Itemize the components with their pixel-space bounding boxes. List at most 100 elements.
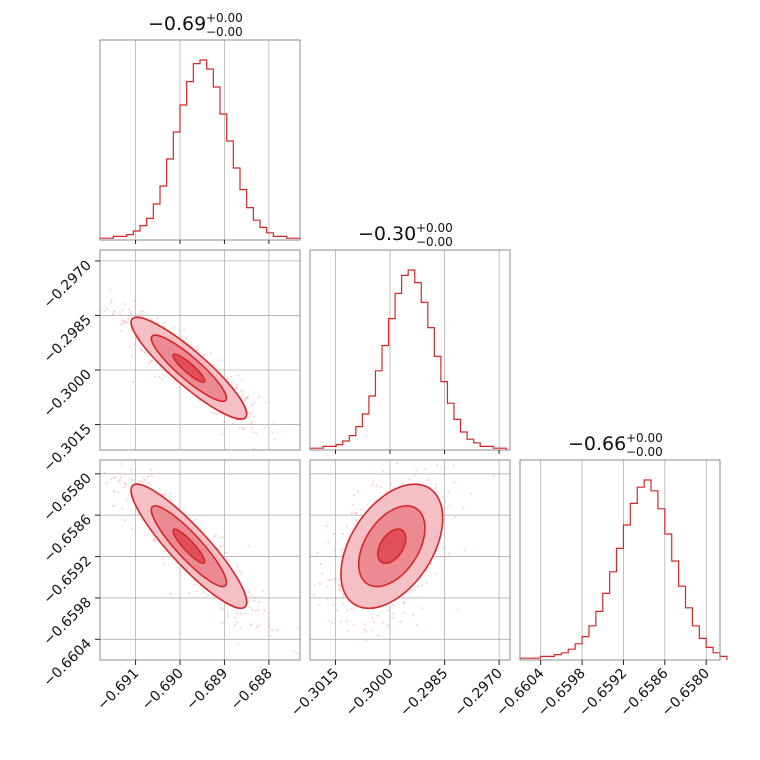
- pair-2-point: [332, 577, 336, 581]
- pair-0-point: [251, 420, 254, 423]
- pair-1-point: [127, 494, 130, 497]
- pair-2-point: [434, 486, 437, 490]
- pair-2-point: [415, 623, 419, 626]
- pair-2-point: [409, 589, 412, 592]
- pair-0-point: [124, 321, 128, 324]
- pair-2-point: [336, 577, 339, 580]
- pair-1-point: [117, 491, 120, 494]
- pair-2-point: [452, 464, 455, 467]
- ytick-label-1-2: −0.2985: [41, 312, 95, 366]
- pair-1-point: [226, 613, 229, 616]
- pair-2-point: [327, 578, 330, 582]
- pair-1-point: [146, 481, 149, 484]
- pair-2-point: [357, 490, 360, 493]
- pair-0-point: [235, 386, 238, 389]
- pair-0-point: [121, 320, 125, 323]
- pair-2-point: [337, 588, 341, 591]
- pair-1-point: [122, 454, 124, 456]
- pair-0-point: [231, 423, 234, 426]
- pair-0-point: [196, 348, 199, 351]
- pair-2-point: [381, 470, 385, 473]
- pair-2-point: [364, 639, 368, 642]
- pair-1-point: [212, 596, 216, 600]
- pair-1-point: [121, 507, 124, 510]
- pair-0-point: [132, 342, 135, 346]
- pair-1-point: [138, 479, 141, 482]
- xtick-label-1-1: −0.3000: [343, 666, 397, 720]
- pair-1-point: [255, 625, 258, 628]
- pair-1-point: [248, 606, 252, 609]
- pair-0-point: [110, 299, 113, 302]
- pair-2-point: [399, 620, 402, 623]
- pair-0-point: [103, 310, 106, 313]
- pair-2-point: [346, 620, 349, 623]
- frames-layer: [95, 39, 721, 665]
- pair-0-point: [250, 427, 253, 430]
- pair-2-point: [371, 629, 374, 632]
- pair-0-point: [180, 335, 183, 338]
- pair-2-point: [492, 474, 495, 477]
- pair-0-point: [226, 377, 229, 381]
- pair-0-point: [163, 325, 166, 328]
- pair-0-point: [249, 411, 252, 414]
- pair-1-point: [296, 652, 299, 655]
- pair-0-point: [244, 399, 247, 403]
- pair-2-point: [387, 609, 390, 612]
- pair-1-point: [253, 599, 256, 602]
- pair-0-point: [220, 433, 224, 436]
- pair-2-point: [435, 572, 438, 575]
- diag-panel-2: [519, 459, 721, 661]
- pair-0-point: [109, 288, 112, 291]
- pair-1-point: [103, 444, 105, 446]
- xtick-label-0-1: −0.690: [139, 666, 187, 714]
- pair-0-point: [153, 375, 157, 378]
- pair-0-point: [131, 354, 134, 357]
- pair-0-point: [237, 373, 240, 377]
- pair-2-point: [436, 463, 439, 467]
- pair-2-point: [345, 525, 348, 528]
- pair-0-point: [143, 351, 147, 354]
- pair-2-point: [372, 480, 375, 483]
- pair-1-point: [218, 536, 221, 539]
- pair-1-point: [268, 618, 271, 621]
- pair-1-point: [169, 495, 172, 498]
- pair-1-point: [221, 607, 224, 611]
- pair-panel-1: [99, 459, 301, 661]
- ytick-label-1-1: −0.3000: [41, 367, 95, 421]
- pair-2-point: [351, 503, 354, 506]
- pair-2-point: [306, 596, 308, 598]
- pair-1-point: [170, 498, 173, 501]
- pair-2-point: [413, 474, 416, 477]
- pair-0-point: [244, 397, 247, 401]
- pair-0-point: [127, 318, 130, 321]
- pair-1-point: [256, 626, 259, 629]
- pair-1-point: [214, 534, 217, 537]
- pair-2-point: [319, 562, 323, 566]
- pair-2-point: [470, 492, 473, 495]
- pair-0-point: [252, 430, 255, 434]
- pair-2-point: [353, 511, 356, 515]
- pair-2-point: [453, 457, 455, 459]
- pair-1-point: [146, 475, 150, 478]
- pair-0-point: [121, 323, 124, 326]
- pair-1-point: [257, 609, 260, 612]
- xtick-label-0-3: −0.688: [228, 666, 276, 714]
- pair-0-point: [149, 360, 152, 363]
- pair-1-point: [267, 611, 270, 614]
- pair-1-point: [267, 626, 271, 629]
- pair-0-point: [131, 380, 135, 384]
- pair-0-point: [123, 321, 126, 324]
- pair-2-point: [316, 551, 319, 555]
- pair-1-point: [293, 650, 296, 653]
- pair-1-point: [133, 478, 136, 482]
- pair-1-point: [233, 616, 236, 619]
- pair-1-point: [102, 452, 104, 454]
- pair-0-point: [128, 315, 131, 318]
- pair-0-point: [238, 426, 241, 430]
- pair-2-point: [352, 623, 356, 626]
- pair-1-point: [163, 549, 166, 552]
- pair-1-point: [237, 643, 240, 646]
- pair-2-point: [441, 472, 444, 476]
- pair-0-point: [112, 310, 116, 313]
- pair-1-point: [296, 627, 299, 630]
